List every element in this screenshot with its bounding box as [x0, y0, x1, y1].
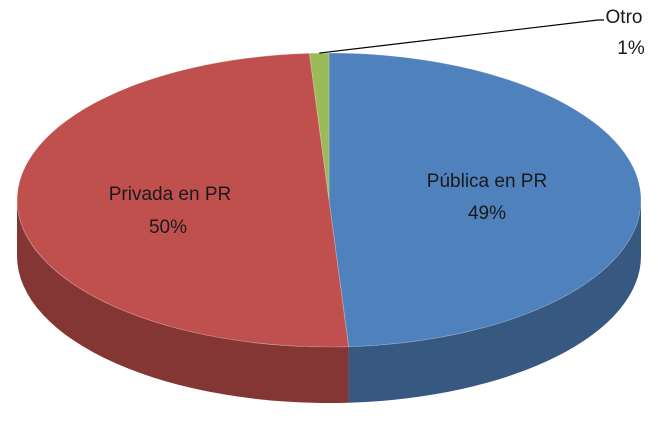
slice-value-label: 50%	[149, 217, 187, 238]
slice	[308, 52, 330, 201]
slice-label: Otro	[606, 7, 643, 28]
slice-side	[348, 200, 641, 403]
slice	[328, 52, 642, 348]
slice-side	[17, 200, 349, 403]
slice-value-label: 1%	[617, 38, 645, 59]
slice-value-label: 49%	[468, 203, 506, 224]
slice-label: Pública en PR	[427, 171, 547, 192]
slice-label: Privada en PR	[109, 184, 232, 205]
slice	[16, 52, 350, 348]
leader-line	[319, 19, 604, 54]
